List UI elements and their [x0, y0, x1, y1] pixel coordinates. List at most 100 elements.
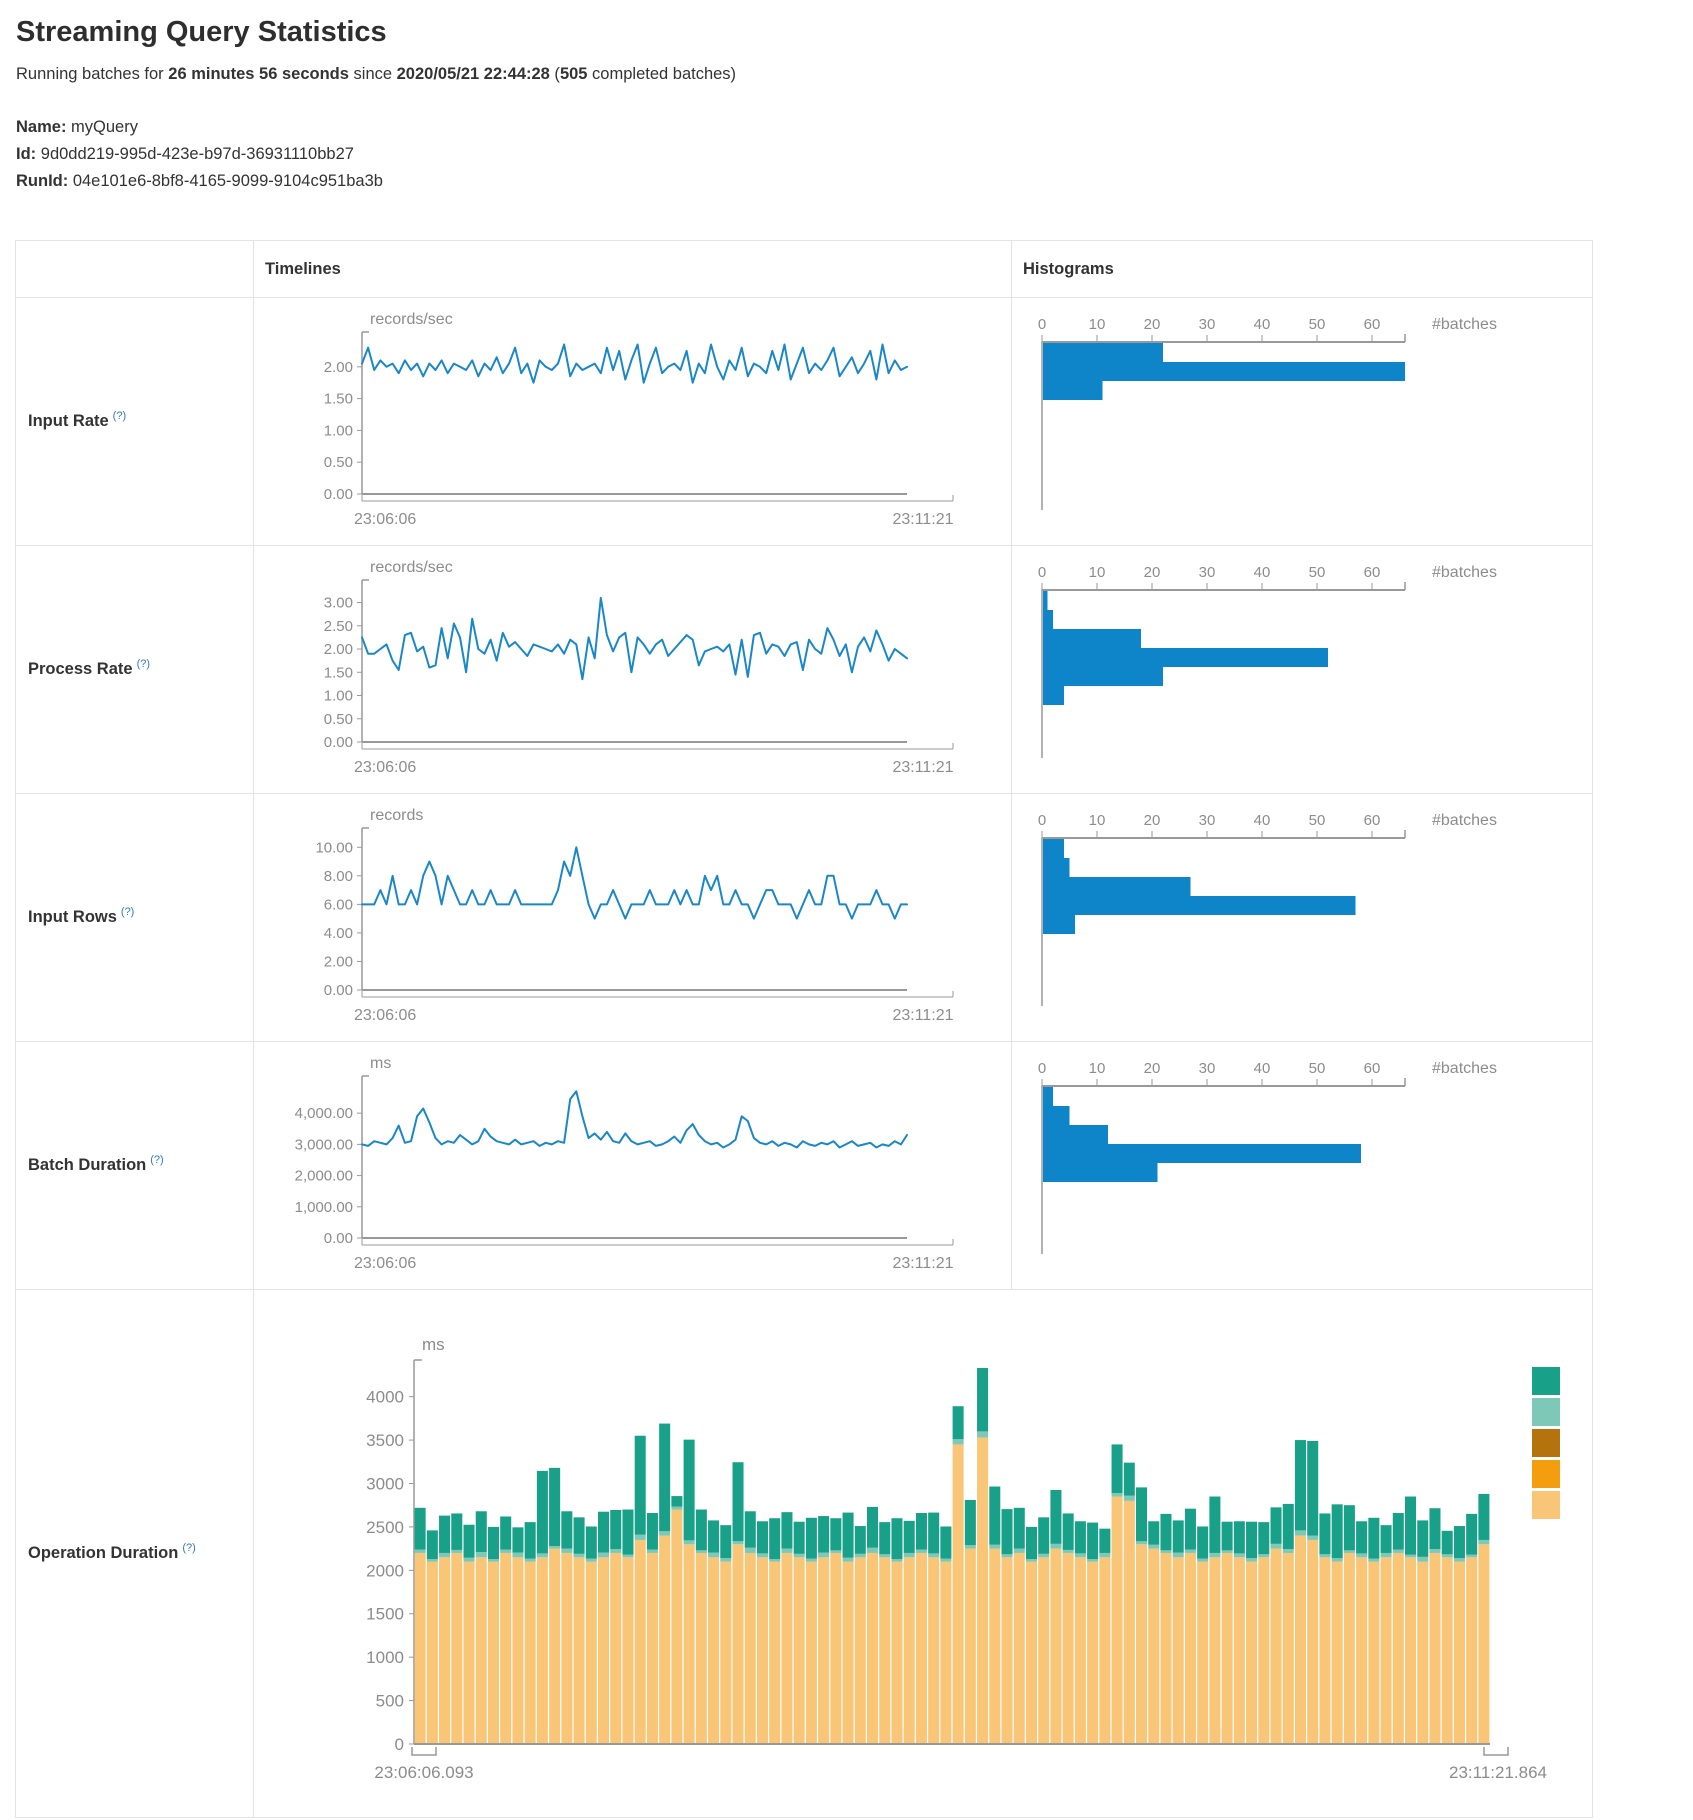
summary-paren: ( [549, 65, 560, 83]
svg-text:2000: 2000 [366, 1561, 404, 1580]
timeline-svg: records/sec 0.00 0.50 1.00 1.50 2.00 2.50 3.00 2… [324, 559, 954, 776]
summary-mid: since [348, 65, 397, 83]
svg-text:23:06:06.093: 23:06:06.093 [374, 1763, 473, 1782]
page-title: Streaming Query Statistics [16, 16, 387, 48]
help-icon-operation-duration[interactable]: (?) [182, 1541, 196, 1554]
column-header-timelines: Timelines [253, 241, 1011, 297]
process-rate-histogram-chart: 0 10 20 30 40 50 60 #batches [1012, 546, 1592, 792]
input-rows-histogram-chart: 0 10 20 30 40 50 60 #batches [1012, 794, 1592, 1040]
svg-text:23:11:21: 23:11:21 [892, 1007, 953, 1024]
svg-text:23:06:06: 23:06:06 [354, 511, 416, 528]
svg-text:10: 10 [1089, 316, 1106, 333]
svg-text:1000: 1000 [366, 1648, 404, 1667]
svg-text:40: 40 [1254, 1060, 1271, 1077]
svg-text:8.00: 8.00 [324, 868, 353, 885]
column-header-histograms: Histograms [1011, 241, 1592, 297]
query-name-row: Name: myQuery [16, 114, 1676, 141]
timelines-header-label: Timelines [265, 259, 341, 278]
svg-text:40: 40 [1254, 564, 1271, 581]
svg-text:records: records [370, 807, 423, 824]
input-rows-timeline-chart: records 0.00 2.00 4.00 6.00 8.00 10.00 23:06:06… [254, 794, 1011, 1040]
svg-text:1,000.00: 1,000.00 [295, 1199, 353, 1216]
svg-text:20: 20 [1144, 1060, 1161, 1077]
svg-text:50: 50 [1309, 812, 1326, 829]
help-icon-process-rate[interactable]: (?) [136, 657, 151, 670]
operation-duration-chart: ms 0 500 1000 1500 2000 2500 3000 3500 4000 23:06:… [254, 1290, 1592, 1816]
svg-text:0: 0 [1038, 316, 1046, 333]
svg-text:20: 20 [1144, 812, 1161, 829]
svg-text:0: 0 [1038, 1060, 1046, 1077]
svg-text:10: 10 [1089, 812, 1106, 829]
svg-text:records/sec: records/sec [370, 311, 453, 328]
svg-text:40: 40 [1254, 812, 1271, 829]
svg-text:23:11:21: 23:11:21 [892, 511, 953, 528]
svg-text:23:06:06: 23:06:06 [354, 759, 416, 776]
svg-text:1.00: 1.00 [324, 422, 353, 439]
batch-duration-label: Batch Duration [28, 1156, 147, 1174]
query-id-value: 9d0dd219-995d-423e-b97d-36931110bb27 [40, 145, 354, 163]
histogram-svg: 0 10 20 30 40 50 60 #batches [1038, 316, 1497, 510]
svg-text:1500: 1500 [366, 1605, 404, 1624]
svg-text:60: 60 [1364, 1060, 1381, 1077]
input-rate-timeline-chart: records/sec 0.00 0.50 1.00 1.50 2.00 23:06:06 2… [254, 298, 1011, 544]
timeline-svg: ms 0.00 1,000.00 2,000.00 3,000.00 4,000.00 23… [295, 1055, 954, 1272]
batches-summary: Running batches for 26 minutes 56 second… [16, 65, 1676, 84]
batch-duration-histogram-chart: 0 10 20 30 40 50 60 #batches [1012, 1042, 1592, 1288]
query-id-label: Id: [16, 145, 37, 163]
row-label-input-rate: Input Rate (?) [16, 297, 253, 545]
svg-text:ms: ms [370, 1055, 391, 1072]
svg-text:#batches: #batches [1432, 316, 1497, 333]
svg-text:10.00: 10.00 [315, 839, 353, 856]
operation-duration-cell: ms 0 500 1000 1500 2000 2500 3000 3500 4000 23:06:… [253, 1289, 1592, 1817]
process-rate-label: Process Rate [28, 660, 133, 678]
query-runid-label: RunId: [16, 172, 69, 190]
svg-text:1.50: 1.50 [324, 664, 353, 681]
help-icon-batch-duration[interactable]: (?) [150, 1153, 164, 1166]
svg-text:50: 50 [1309, 316, 1326, 333]
svg-text:23:11:21: 23:11:21 [892, 759, 953, 776]
row-label-operation-duration: Operation Duration (?) [16, 1289, 253, 1817]
svg-text:4.00: 4.00 [324, 925, 353, 942]
svg-text:30: 30 [1199, 812, 1216, 829]
svg-text:0: 0 [395, 1735, 404, 1754]
svg-text:1.00: 1.00 [324, 688, 353, 705]
batch-duration-histogram-cell: 0 10 20 30 40 50 60 #batches [1011, 1041, 1592, 1289]
svg-text:20: 20 [1144, 316, 1161, 333]
svg-text:#batches: #batches [1432, 564, 1497, 581]
svg-text:60: 60 [1364, 812, 1381, 829]
svg-text:60: 60 [1364, 564, 1381, 581]
histograms-header-label: Histograms [1023, 259, 1114, 278]
row-label-batch-duration: Batch Duration (?) [16, 1041, 253, 1289]
legend-swatch-5 [1532, 1491, 1560, 1519]
svg-text:40: 40 [1254, 316, 1271, 333]
svg-text:0.00: 0.00 [324, 486, 353, 503]
timeline-svg: records 0.00 2.00 4.00 6.00 8.00 10.00 23:06:06… [315, 807, 953, 1024]
svg-text:2.00: 2.00 [324, 359, 353, 376]
summary-prefix: Running batches for [16, 65, 169, 83]
summary-count: 505 [559, 65, 588, 83]
help-icon-input-rows[interactable]: (?) [120, 905, 135, 918]
histogram-svg: 0 10 20 30 40 50 60 #batches [1038, 564, 1497, 758]
svg-text:3.00: 3.00 [324, 595, 353, 612]
input-rate-label: Input Rate [28, 412, 109, 430]
svg-text:0.00: 0.00 [324, 734, 353, 751]
svg-text:23:11:21.864: 23:11:21.864 [1449, 1763, 1547, 1782]
svg-text:0: 0 [1038, 812, 1046, 829]
svg-text:3500: 3500 [366, 1431, 404, 1450]
query-id-row: Id: 9d0dd219-995d-423e-b97d-36931110bb27 [16, 141, 1676, 168]
help-icon-input-rate[interactable]: (?) [112, 409, 127, 422]
svg-text:0.50: 0.50 [324, 711, 353, 728]
svg-text:23:06:06: 23:06:06 [354, 1007, 416, 1024]
query-name-value: myQuery [71, 118, 138, 136]
query-runid-value: 04e101e6-8bf8-4165-9099-9104c951ba3b [72, 172, 383, 190]
svg-text:50: 50 [1309, 564, 1326, 581]
svg-text:2.00: 2.00 [324, 641, 353, 658]
stacked-bar-svg: ms 0 500 1000 1500 2000 2500 3000 3500 4000 23:06:… [366, 1335, 1547, 1782]
stats-table: Timelines Histograms Input Rate (?) recor… [15, 240, 1593, 1818]
svg-text:2.50: 2.50 [324, 618, 353, 635]
svg-text:60: 60 [1364, 316, 1381, 333]
batch-duration-timeline-cell: ms 0.00 1,000.00 2,000.00 3,000.00 4,000.00 23… [253, 1041, 1011, 1289]
svg-text:2500: 2500 [366, 1518, 404, 1537]
histogram-svg: 0 10 20 30 40 50 60 #batches [1038, 1060, 1497, 1254]
svg-text:2,000.00: 2,000.00 [295, 1168, 353, 1185]
